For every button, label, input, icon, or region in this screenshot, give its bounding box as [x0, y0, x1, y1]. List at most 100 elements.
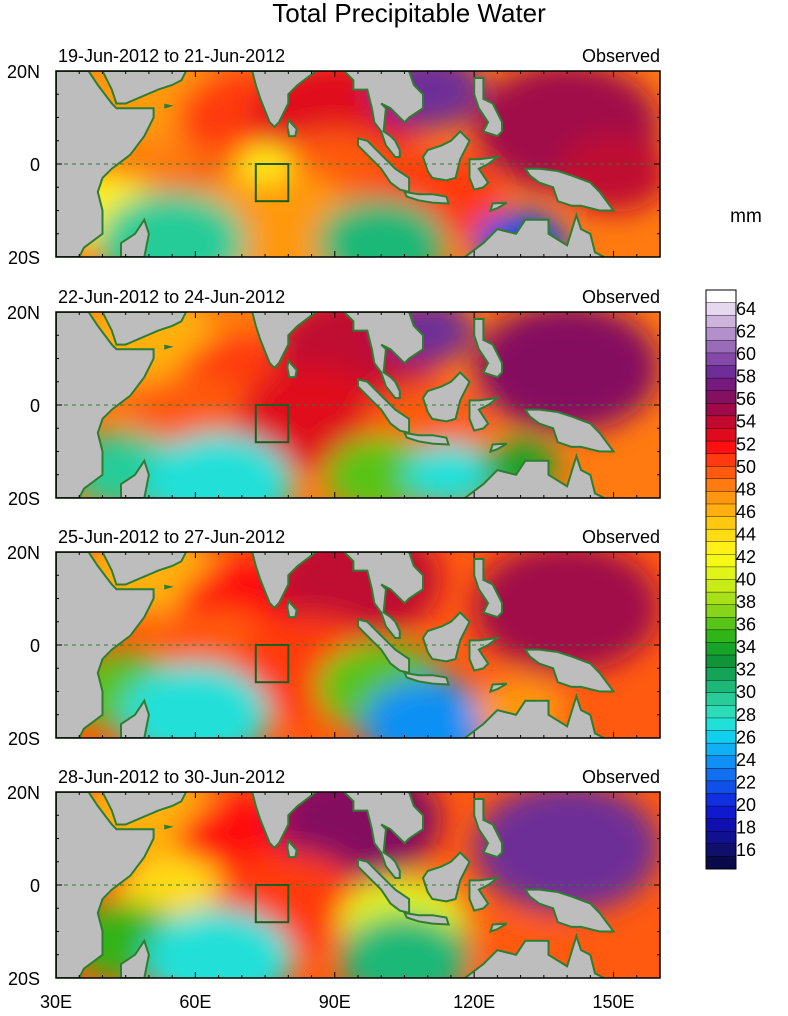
colorbar-cell: [705, 453, 737, 467]
land-australia: [460, 452, 606, 498]
colorbar-label: 38: [736, 592, 756, 612]
land-srilanka: [286, 117, 298, 138]
colorbar-cell: [705, 390, 737, 404]
map-panels: 20N 0 20S 19-Jun-2012 to 21-Jun-2012 Observe…: [7, 46, 661, 989]
panel-status: Observed: [582, 767, 660, 787]
land-java: [402, 911, 451, 926]
land-socotra: [164, 824, 174, 830]
colorbar-label: 16: [736, 840, 756, 860]
colorbar-cell: [705, 730, 737, 744]
land-java: [402, 190, 451, 205]
units-label: mm: [730, 206, 762, 227]
colorbar-cell: [705, 314, 737, 329]
land-china: [408, 552, 412, 554]
land-srilanka: [286, 358, 298, 379]
land-philippines: [473, 77, 503, 138]
colorbar-label: 20: [736, 795, 756, 815]
colorbar-label: 62: [736, 322, 756, 342]
colorbar-cell: [705, 365, 737, 379]
land-sulawesi: [468, 876, 502, 912]
colorbar-cell: [705, 692, 737, 706]
panel-date-range: 25-Jun-2012 to 27-Jun-2012: [58, 527, 285, 547]
colorbar-label: 40: [736, 570, 756, 590]
precipitable-water-field: [56, 293, 660, 498]
colorbar-cell: [705, 818, 737, 832]
land-newguinea: [523, 888, 616, 933]
colorbar-cell: [705, 466, 737, 480]
colorbar-cell: [705, 768, 737, 782]
land-java: [402, 431, 451, 446]
colorbar-cell: [705, 856, 737, 870]
colorbar-cell: [705, 415, 737, 429]
colorbar-frame: [705, 289, 737, 870]
colorbar-label: 44: [736, 524, 756, 544]
map-panel: 20N 0 20S 28-Jun-2012 to 30-Jun-2012 Observe…: [7, 767, 661, 989]
colorbar-cell: [705, 440, 737, 455]
land-madagascar: [120, 458, 150, 498]
lat-label: 20S: [8, 248, 40, 268]
land-srilanka: [286, 838, 298, 859]
land-timor: [488, 442, 508, 454]
field-blob: [474, 792, 660, 913]
colorbar-cell: [705, 705, 737, 719]
land-philippines: [473, 798, 503, 859]
land-sulawesi: [468, 636, 502, 672]
lat-label: 20N: [7, 303, 40, 323]
colorbar-cell: [705, 327, 737, 341]
land-taiwan: [474, 52, 481, 61]
land-seasia: [342, 71, 424, 158]
field-blob: [474, 552, 660, 673]
colorbar-cell: [705, 654, 737, 669]
colorbar-label: 42: [736, 547, 756, 567]
lat-label: 0: [30, 636, 40, 656]
colorbar-cell: [705, 516, 737, 530]
colorbar-cell: [705, 428, 737, 442]
land-sulawesi: [468, 396, 502, 432]
figure-title: Total Precipitable Water: [272, 0, 546, 28]
land-sumatra: [357, 618, 411, 675]
colorbar-label: 22: [736, 772, 756, 792]
field-blob: [474, 312, 660, 433]
lat-label: 20N: [7, 62, 40, 82]
colorbar-label: 60: [736, 344, 756, 364]
land-borneo: [421, 611, 471, 663]
colorbar-cell: [705, 780, 737, 794]
panel-status: Observed: [582, 287, 660, 307]
colorbar-cell: [705, 403, 737, 417]
map-panel: 20N 0 20S 22-Jun-2012 to 24-Jun-2012 Observe…: [7, 287, 661, 509]
lon-label: 30E: [40, 992, 72, 1012]
study-region-box: [254, 884, 290, 924]
land-socotra: [164, 584, 174, 590]
land-newguinea: [523, 408, 616, 453]
land-madagascar: [120, 217, 150, 257]
precipitable-water-field: [56, 52, 660, 257]
colorbar-cell: [705, 503, 737, 518]
land-australia: [460, 932, 606, 978]
land-newguinea: [523, 167, 616, 212]
colorbar-label: 46: [736, 502, 756, 522]
field-blob: [316, 197, 447, 257]
colorbar-label: 18: [736, 817, 756, 837]
colorbar-cell: [705, 302, 737, 316]
longitude-axis: 30E 60E 90E 120E 150E: [40, 992, 635, 1012]
land-taiwan: [474, 293, 481, 302]
colorbar-cell: [705, 352, 737, 367]
colorbar-label: 32: [736, 660, 756, 680]
precipitable-water-field: [56, 552, 660, 738]
land-sumatra: [357, 137, 411, 194]
lon-label: 150E: [593, 992, 635, 1012]
colorbar-label: 26: [736, 727, 756, 747]
colorbar-label: 52: [736, 434, 756, 454]
colorbar-cell: [705, 843, 737, 857]
lat-label: 20N: [7, 543, 40, 563]
land-seasia: [342, 792, 424, 879]
colorbar-cell: [705, 554, 737, 568]
land-arabia: [101, 792, 188, 826]
land-borneo: [421, 129, 471, 182]
lat-label: 20N: [7, 783, 40, 803]
colorbar-cell: [705, 289, 737, 304]
colorbar-label: 58: [736, 367, 756, 387]
land-india: [232, 552, 318, 610]
land-socotra: [164, 344, 174, 350]
